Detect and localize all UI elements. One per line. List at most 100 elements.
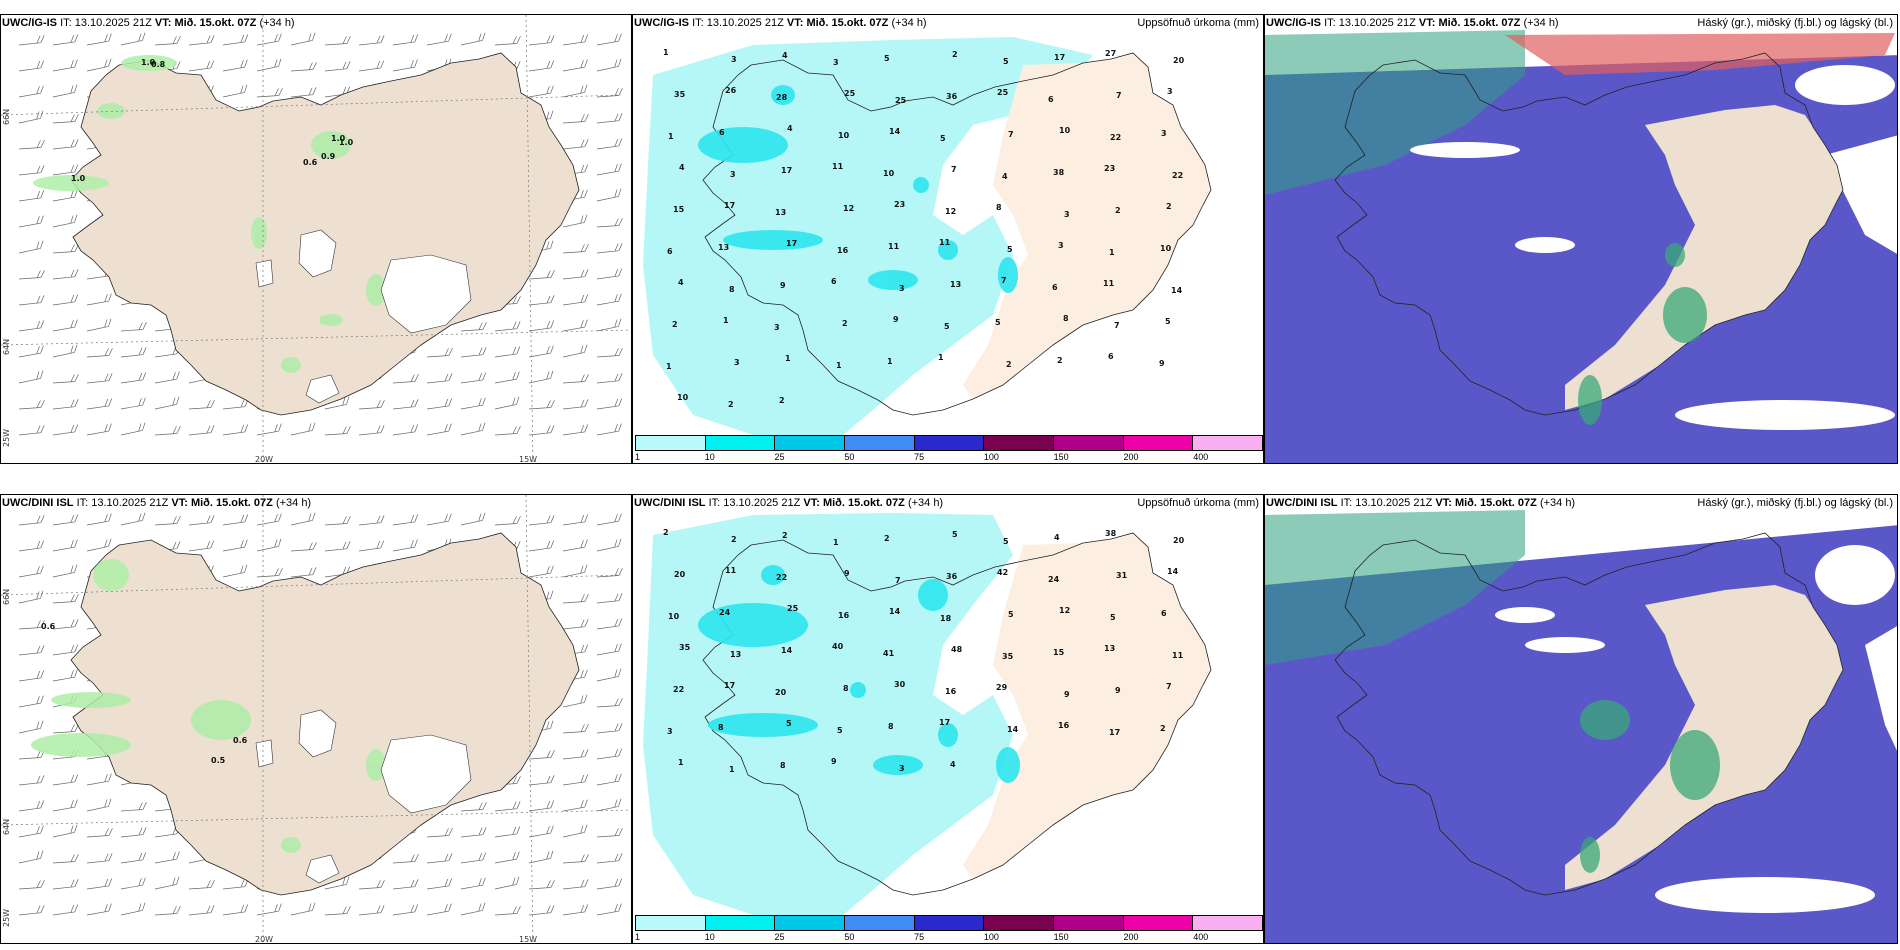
wind-barb (460, 852, 487, 864)
wind-barb (52, 399, 79, 410)
precip-value-label: 3 (1167, 87, 1173, 96)
wind-barb (120, 802, 147, 812)
wind-barb (596, 513, 622, 526)
precip-value-label: 2 (1166, 202, 1172, 211)
precip-value-label: 11 (725, 566, 737, 575)
iceland-outline (1334, 532, 1844, 896)
precip-value-label: 20 (775, 688, 787, 697)
precip-value-label: 6 (1161, 609, 1167, 618)
cloud-high-area (1505, 33, 1895, 75)
precip-panel-top: UWC/IG-IS IT: 13.10.2025 21Z VT: Mið. 15… (632, 14, 1264, 464)
wind-barb (460, 827, 487, 838)
precip-value-label: 10 (838, 131, 850, 140)
wind-barb (460, 322, 487, 332)
wind-barb (324, 906, 351, 916)
wind-barb (86, 398, 113, 410)
wind-barb (528, 565, 554, 578)
iceland-outline (702, 532, 1212, 896)
precip-value-label: 3 (833, 58, 839, 67)
wind-barb (528, 750, 555, 760)
colorbar-swatch (1123, 916, 1194, 930)
wind-barb (52, 164, 79, 176)
wind-barb (392, 879, 419, 890)
wind-barb (596, 828, 623, 838)
wind-barb (18, 165, 45, 176)
wind-barb (52, 799, 78, 812)
wind-barb (562, 799, 588, 812)
wind-barb (52, 34, 79, 46)
wind-barb (18, 565, 44, 578)
wind-barb (52, 59, 78, 72)
wind-barb (222, 424, 249, 436)
wind-barb (562, 34, 589, 46)
wind-barb (188, 400, 215, 410)
precip-value-label: 8 (888, 722, 894, 731)
precip-value-label: 38 (1053, 168, 1065, 177)
wind-barb (426, 903, 452, 916)
precip-value-label: 36 (946, 92, 958, 101)
colorbar-tick-label: 50 (844, 452, 855, 462)
wind-barb (596, 218, 623, 228)
land-dry (963, 533, 1211, 879)
precip-value-label: 14 (1171, 286, 1183, 295)
precip-value-label: 6 (1048, 95, 1054, 104)
precip-value-label: 6 (831, 277, 837, 286)
precip-value-label: 17 (1109, 728, 1120, 737)
wind-barb (562, 374, 589, 384)
wind-barb (596, 163, 622, 176)
wind-barb (528, 270, 555, 280)
wind-values: 1.00.81.01.00.90.61.0 (71, 58, 354, 183)
precip-value-label: 4 (1002, 172, 1008, 181)
wind-barb (562, 294, 589, 306)
precip-value-label: 2 (1057, 356, 1063, 365)
precip-value-label: 3 (774, 323, 780, 332)
precip-value-label: 10 (1160, 244, 1172, 253)
wind-barb (86, 773, 112, 786)
wind-barb (596, 423, 622, 436)
precip-value-label: 8 (780, 761, 786, 770)
wind-barb (18, 110, 44, 124)
wind-barb (358, 400, 385, 410)
wind-barb (222, 514, 249, 526)
wind-barb (52, 824, 78, 838)
precip-value-label: 5 (1007, 245, 1013, 254)
wind-barb (188, 515, 215, 526)
precip-value-label: 12 (1059, 606, 1070, 615)
wind-barb (562, 539, 588, 552)
wind-barb (120, 877, 146, 890)
precip-value-label: 40 (832, 642, 844, 651)
wind-barb (596, 618, 623, 630)
wind-barb (426, 853, 453, 864)
wind-barb (596, 643, 622, 656)
precip-value-label: 16 (837, 246, 849, 255)
wind-barb (494, 876, 520, 890)
wind-barb (494, 36, 521, 46)
wind-map: 0.6 0.6 0.5 20W 15W 66N 64N 25W (1, 495, 631, 943)
wind-barb (52, 724, 79, 734)
wind-barb (562, 854, 589, 864)
wind-panel-bottom: UWC/DINI ISL IT: 13.10.2025 21Z VT: Mið.… (0, 494, 632, 944)
wind-barb (154, 906, 181, 916)
wind-barb (426, 423, 452, 436)
wind-barb (256, 903, 282, 916)
precip-value-label: 2 (1115, 206, 1121, 215)
colorbar-tick-label: 150 (1053, 452, 1069, 462)
precip-value-label: 25 (895, 96, 907, 105)
wind-barb (528, 60, 555, 72)
precip-value-label: 1 (666, 362, 672, 371)
wind-barb (426, 513, 452, 526)
precip-value-label: 8 (843, 684, 849, 693)
precip-value-label: 14 (1167, 567, 1179, 576)
wind-barb (120, 902, 146, 916)
wind-barb (324, 61, 351, 72)
wind-barb (494, 906, 521, 916)
colorbar-swatch (1193, 436, 1263, 450)
wind-barb (562, 59, 588, 72)
wind-barb (120, 372, 147, 384)
precip-value-label: 23 (894, 200, 905, 209)
precip-value-label: 24 (719, 608, 731, 617)
wind-barb (528, 320, 555, 332)
wind-barb (86, 318, 112, 332)
